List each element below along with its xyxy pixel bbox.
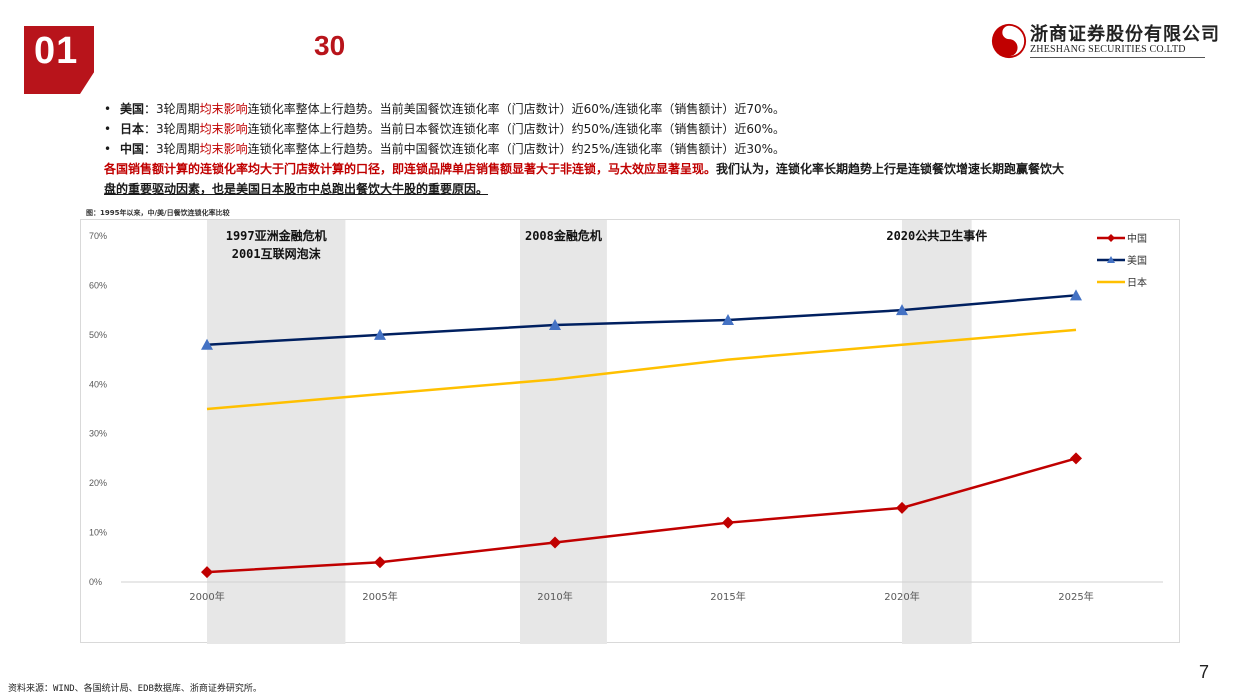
y-tick-label: 40% [89,379,107,389]
data-point-中国 [201,566,213,579]
bullet-highlight: 均末影响 [199,102,248,116]
figure-label: 图：1995年以来，中/美/日餐饮连锁化率比较 [86,209,230,217]
series-line-中国 [206,457,1077,574]
y-tick-label: 0% [89,577,102,587]
y-tick-label: 20% [89,478,107,488]
shaded-period-label: 2020公共卫生事件 [886,228,987,243]
data-point-中国 [896,501,908,514]
data-point-中国 [549,536,561,549]
legend-label: 中国 [1127,232,1147,245]
shaded-period-label: 2008金融危机 [525,228,602,243]
x-tick-label: 2020年 [884,590,919,603]
summary-red-text: 各国销售额计算的连锁化率均大于门店数计算的口径，即连锁品牌单店销售额显著大于非连… [104,162,717,176]
logo-company-name-en: ZHESHANG SECURITIES CO.LTD [1030,44,1186,55]
legend-swatch-marker [1107,256,1115,263]
legend-label: 美国 [1127,254,1147,267]
bullet-highlight: 均末影响 [199,122,248,136]
x-tick-label: 2010年 [537,590,572,603]
logo-mark-icon [991,23,1027,59]
section-number-badge: 01 [24,26,94,94]
shaded-period-label: 1997亚洲金融危机 [226,228,327,243]
summary-line-1: 各国销售额计算的连锁化率均大于门店数计算的口径，即连锁品牌单店销售额显著大于非连… [104,159,1164,179]
legend-label: 日本 [1127,276,1147,289]
y-tick-label: 60% [89,280,107,290]
x-tick-label: 2025年 [1058,590,1093,603]
page-number: 7 [1199,662,1210,682]
company-logo: 浙商证券股份有限公司 ZHESHANG SECURITIES CO.LTD [990,20,1219,64]
data-point-美国 [201,338,213,350]
bullet-item-us: • 美国：3轮周期均末影响连锁化率整体上行趋势。当前美国餐饮连锁化率（门店数计）近… [104,99,1164,119]
logo-company-name: 浙商证券股份有限公司 [1030,24,1220,45]
y-tick-label: 10% [89,528,107,538]
data-point-美国 [549,318,561,330]
shaded-period-band [902,220,972,644]
data-point-美国 [1070,289,1082,301]
x-tick-label: 2005年 [362,590,397,603]
chart-svg: 1997亚洲金融危机 2001互联网泡沫 2008金融危机 2020公共卫生事件 0% 1… [89,220,1163,644]
data-point-美国 [896,304,908,316]
bullet-text: 连锁化率整体上行趋势。当前中国餐饮连锁化率（门店数计）约25%/连锁化率（销售额… [247,142,786,156]
shaded-period-band [207,220,346,644]
shaded-period-label: 2001互联网泡沫 [232,246,322,261]
summary-underlined-text: 盘的重要驱动因素，也是美国日本股市中总跑出餐饮大牛股的重要原因。 [104,182,489,196]
logo-divider [1030,57,1205,58]
data-point-中国 [1070,452,1082,465]
data-point-中国 [722,516,734,529]
summary-line-2: 盘的重要驱动因素，也是美国日本股市中总跑出餐饮大牛股的重要原因。 [104,179,1164,199]
data-point-中国 [374,556,386,569]
shaded-period-band [520,220,607,644]
bullet-dot: • [104,102,112,116]
y-tick-label: 30% [89,429,107,439]
bullet-list: • 美国：3轮周期均末影响连锁化率整体上行趋势。当前美国餐饮连锁化率（门店数计）近… [104,99,1164,199]
bullet-country: 日本 [120,122,145,136]
y-tick-label: 50% [89,330,107,340]
bullet-country: 美国 [120,102,145,116]
bullet-dot: • [104,122,112,136]
bullet-dot: • [104,142,112,156]
bullet-text: ：3轮周期 [144,122,200,136]
bullet-highlight: 均末影响 [199,142,248,156]
x-tick-label: 2000年 [189,590,224,603]
data-point-美国 [722,314,734,326]
bullet-country: 中国 [120,142,145,156]
section-title: 30 [314,30,346,61]
bullet-item-jp: • 日本：3轮周期均末影响连锁化率整体上行趋势。当前日本餐饮连锁化率（门店数计）约… [104,119,1164,139]
bullet-text: ：3轮周期 [144,102,200,116]
series-line-美国 [206,294,1077,346]
bullet-text: 连锁化率整体上行趋势。当前日本餐饮连锁化率（门店数计）约50%/连锁化率（销售额… [247,122,786,136]
data-point-美国 [374,328,386,340]
source-note: 资料来源：WIND、各国统计局、EDB数据库、浙商证券研究所。 [8,684,262,694]
bullet-text: ：3轮周期 [144,142,200,156]
series-line-日本 [206,328,1077,411]
chain-rate-chart: 1997亚洲金融危机 2001互联网泡沫 2008金融危机 2020公共卫生事件 0% 1… [80,219,1180,644]
y-tick-label: 70% [89,231,107,241]
summary-black-text: 我们认为，连锁化率长期趋势上行是连锁餐饮增速长期跑赢餐饮大 [716,162,1065,176]
x-tick-label: 2015年 [710,590,745,603]
bullet-item-cn: • 中国：3轮周期均末影响连锁化率整体上行趋势。当前中国餐饮连锁化率（门店数计）约… [104,139,1164,159]
legend-swatch-marker [1107,234,1115,242]
bullet-text: 连锁化率整体上行趋势。当前美国餐饮连锁化率（门店数计）近60%/连锁化率（销售额… [247,102,786,116]
